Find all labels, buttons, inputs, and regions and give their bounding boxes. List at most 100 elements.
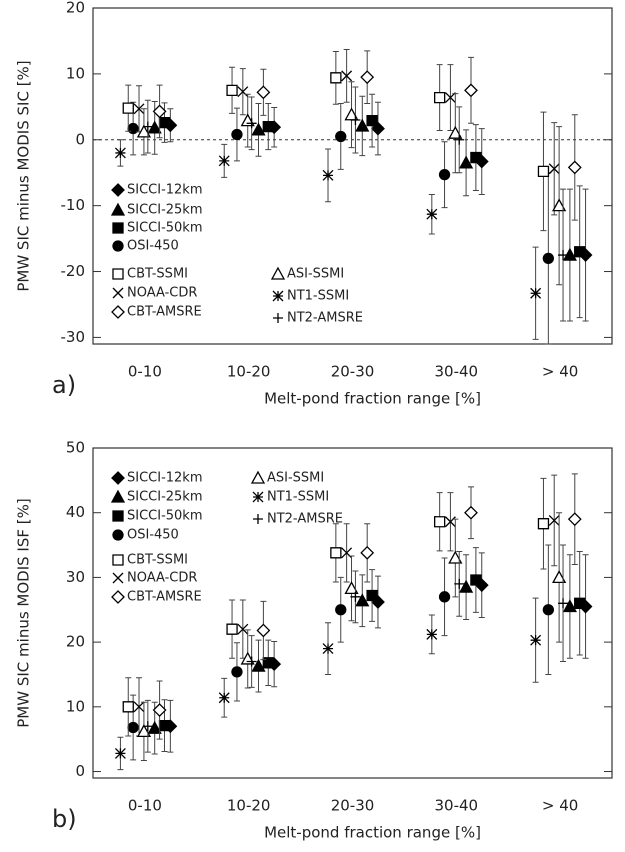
data-point [548,515,560,526]
data-point [335,604,347,616]
legend-marker [112,222,124,234]
y-tick-label: -20 [61,262,86,280]
data-point [454,134,465,145]
data-point [330,72,342,84]
data-point [133,701,145,713]
data-point [158,719,171,732]
y-tick-label: 30 [66,568,85,586]
legend-marker [111,183,125,197]
data-point [122,102,134,114]
data-point [142,721,153,732]
data-point [136,724,152,738]
data-point [464,505,478,520]
legend-marker [112,572,124,584]
legend-marker [112,529,124,541]
data-point [366,115,378,127]
data-point [454,578,465,589]
legend-marker [112,554,124,566]
legend-label: CBT-AMSRE [127,305,202,320]
data-point [246,118,257,129]
plot-frame [92,447,613,779]
data-point [542,252,554,265]
data-point [355,593,370,607]
legend-marker [112,510,124,522]
y-tick-label: 10 [66,64,85,82]
legend-label: SICCI-50km [127,221,203,236]
plot-frame [92,7,613,345]
x-tick-label: 10-20 [227,363,271,381]
legend-label: NT2-AMSRE [287,311,363,326]
data-point [152,104,167,119]
x-tick-label: 0-10 [128,363,162,381]
data-point [147,720,162,734]
data-point [426,208,438,220]
x-tick-label: > 40 [542,797,578,815]
data-point [360,70,375,85]
data-point [226,84,238,97]
data-point [558,598,569,609]
data-point [542,604,554,616]
data-point [322,643,334,655]
legend-label: OSI-450 [127,528,179,543]
legend-label: NT2-AMSRE [267,512,343,527]
data-point [537,165,550,178]
y-tick-label: 40 [66,503,85,521]
data-point [246,656,257,667]
legend-label: SICCI-25km [127,203,203,218]
data-point [426,628,438,640]
x-tick-label: 30-40 [435,797,479,815]
data-point [574,246,586,258]
data-point [142,121,153,132]
data-point [434,516,446,528]
legend-label: NT1-SSMI [287,289,349,304]
data-point [341,70,353,82]
panel-label: b) [52,805,77,833]
legend-label: SICCI-12km [127,183,203,198]
legend-marker [272,290,284,302]
data-point [558,250,569,261]
data-point [344,581,359,595]
data-point [335,130,347,143]
legend-label: OSI-450 [127,239,179,254]
data-point [530,634,542,646]
y-tick-label: -30 [61,328,86,346]
data-point [262,120,274,133]
data-point [464,83,478,98]
data-point [322,169,334,181]
data-point [262,657,274,669]
data-point [470,151,482,164]
data-point [158,116,171,129]
legend-marker [110,489,126,503]
y-tick-label: -10 [61,196,86,214]
legend-marker [112,287,124,299]
legend-label: ASI-SSMI [287,267,344,282]
legend-marker [111,305,125,319]
legend-label: SICCI-12km [127,471,203,486]
data-point [218,155,230,167]
data-point [530,287,542,299]
legend-marker [112,240,124,252]
data-point [237,623,249,635]
legend-label: CBT-SSMI [127,553,188,568]
data-point [552,198,567,212]
legend-label: NT1-SSMI [267,490,329,505]
legend-marker [270,266,286,280]
legend-marker [112,268,124,280]
data-point [434,91,446,104]
data-point [251,658,266,672]
data-point [122,701,134,713]
data-point [251,122,266,136]
data-point [448,125,463,139]
data-point [438,169,451,181]
data-point [114,147,126,159]
legend-label: CBT-SSMI [127,267,188,282]
legend-label: SICCI-25km [127,490,203,505]
legend-marker [110,202,126,216]
data-point [256,623,271,638]
legend-marker [253,514,263,524]
data-point [458,155,474,169]
legend-marker [111,590,125,604]
data-point [152,703,167,717]
legend-marker [252,491,264,503]
data-point [218,692,230,704]
